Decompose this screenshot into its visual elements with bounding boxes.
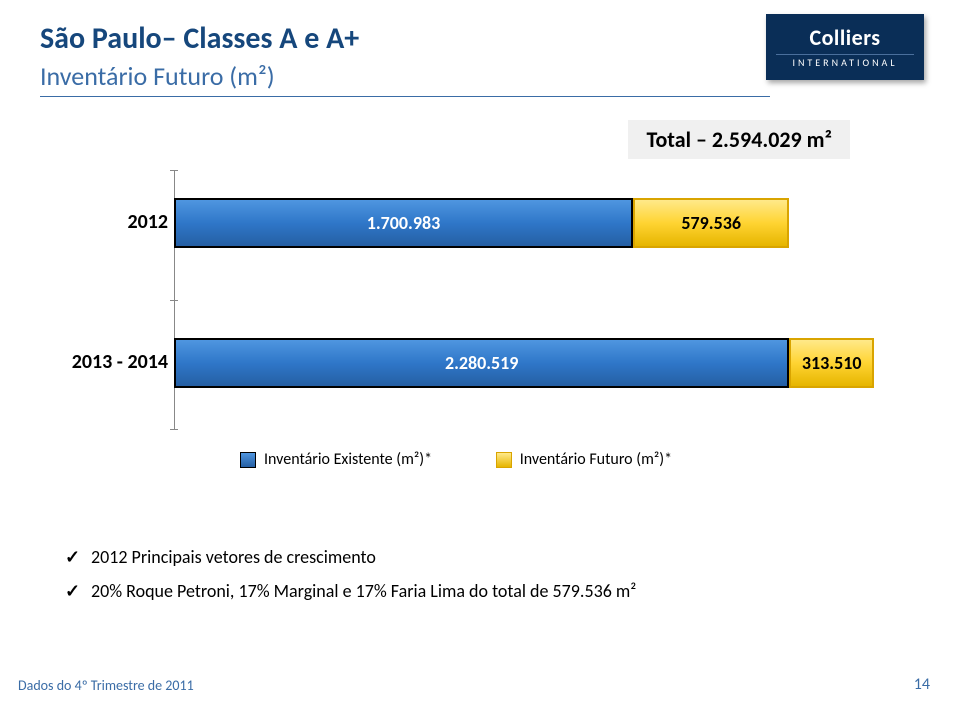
check-icon: ✓ <box>65 540 83 574</box>
check-icon: ✓ <box>65 574 83 608</box>
legend-label-future: Inventário Futuro (m²)* <box>520 450 672 469</box>
legend-item-existente: Inventário Existente (m²)* <box>240 450 432 469</box>
page-subtitle: Inventário Futuro (m²) <box>40 60 275 92</box>
legend-swatch-exist <box>240 452 256 468</box>
legend-item-futuro: Inventário Futuro (m²)* <box>496 450 672 469</box>
bullet-list: ✓2012 Principais vetores de crescimento✓… <box>65 540 636 608</box>
row-label: 2013 - 2014 <box>48 350 168 374</box>
logo-brand: Colliers <box>766 24 924 51</box>
page-title: São Paulo– Classes A e A+ <box>40 20 359 57</box>
logo-divider <box>776 54 914 55</box>
bullet-text: 2012 Principais vetores de crescimento <box>91 540 376 574</box>
bullet-text: 20% Roque Petroni, 17% Marginal e 17% Fa… <box>91 574 636 608</box>
axis-tick <box>170 170 178 171</box>
segment-futuro: 313.510 <box>789 338 874 388</box>
chart-row: 20121.700.983579.536 <box>78 190 878 256</box>
axis-tick <box>170 300 178 301</box>
inventory-chart: 20121.700.983579.536 2013 - 20142.280.519… <box>78 170 878 430</box>
row-label: 2012 <box>48 210 168 234</box>
page-number: 14 <box>914 675 930 694</box>
logo-tagline: INTERNATIONAL <box>766 56 924 69</box>
footer-source: Dados do 4º Trimestre de 2011 <box>18 677 194 694</box>
slide: São Paulo– Classes A e A+ Inventário Fut… <box>0 0 960 710</box>
chart-row: 2013 - 20142.280.519313.510 <box>78 330 878 396</box>
header-rule <box>40 96 770 97</box>
segment-existente: 1.700.983 <box>174 198 633 248</box>
segment-existente: 2.280.519 <box>174 338 789 388</box>
bullet-item: ✓2012 Principais vetores de crescimento <box>65 540 636 574</box>
legend-label-exist: Inventário Existente (m²)* <box>264 450 432 469</box>
brand-logo: Colliers INTERNATIONAL <box>766 14 924 80</box>
chart-legend: Inventário Existente (m²)* Inventário Fu… <box>240 450 732 473</box>
legend-swatch-future <box>496 452 512 468</box>
bullet-item: ✓20% Roque Petroni, 17% Marginal e 17% F… <box>65 574 636 608</box>
axis-tick <box>170 429 178 430</box>
total-badge: Total – 2.594.029 m² <box>628 120 850 159</box>
segment-futuro: 579.536 <box>633 198 789 248</box>
